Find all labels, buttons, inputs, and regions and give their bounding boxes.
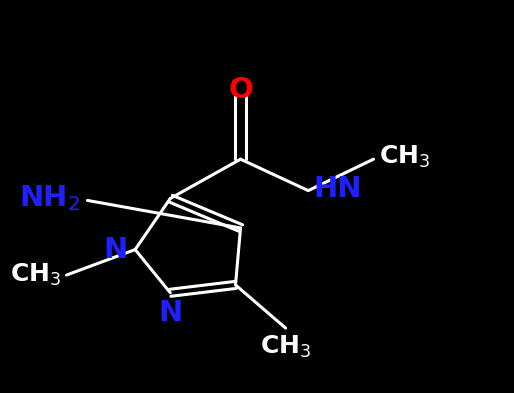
- Text: CH$_3$: CH$_3$: [10, 262, 61, 288]
- Text: CH$_3$: CH$_3$: [260, 334, 311, 360]
- Text: N: N: [103, 235, 127, 264]
- Text: NH$_2$: NH$_2$: [19, 184, 80, 213]
- Text: HN: HN: [314, 174, 362, 203]
- Text: O: O: [228, 76, 253, 105]
- Text: N: N: [158, 299, 182, 327]
- Text: CH$_3$: CH$_3$: [378, 144, 430, 170]
